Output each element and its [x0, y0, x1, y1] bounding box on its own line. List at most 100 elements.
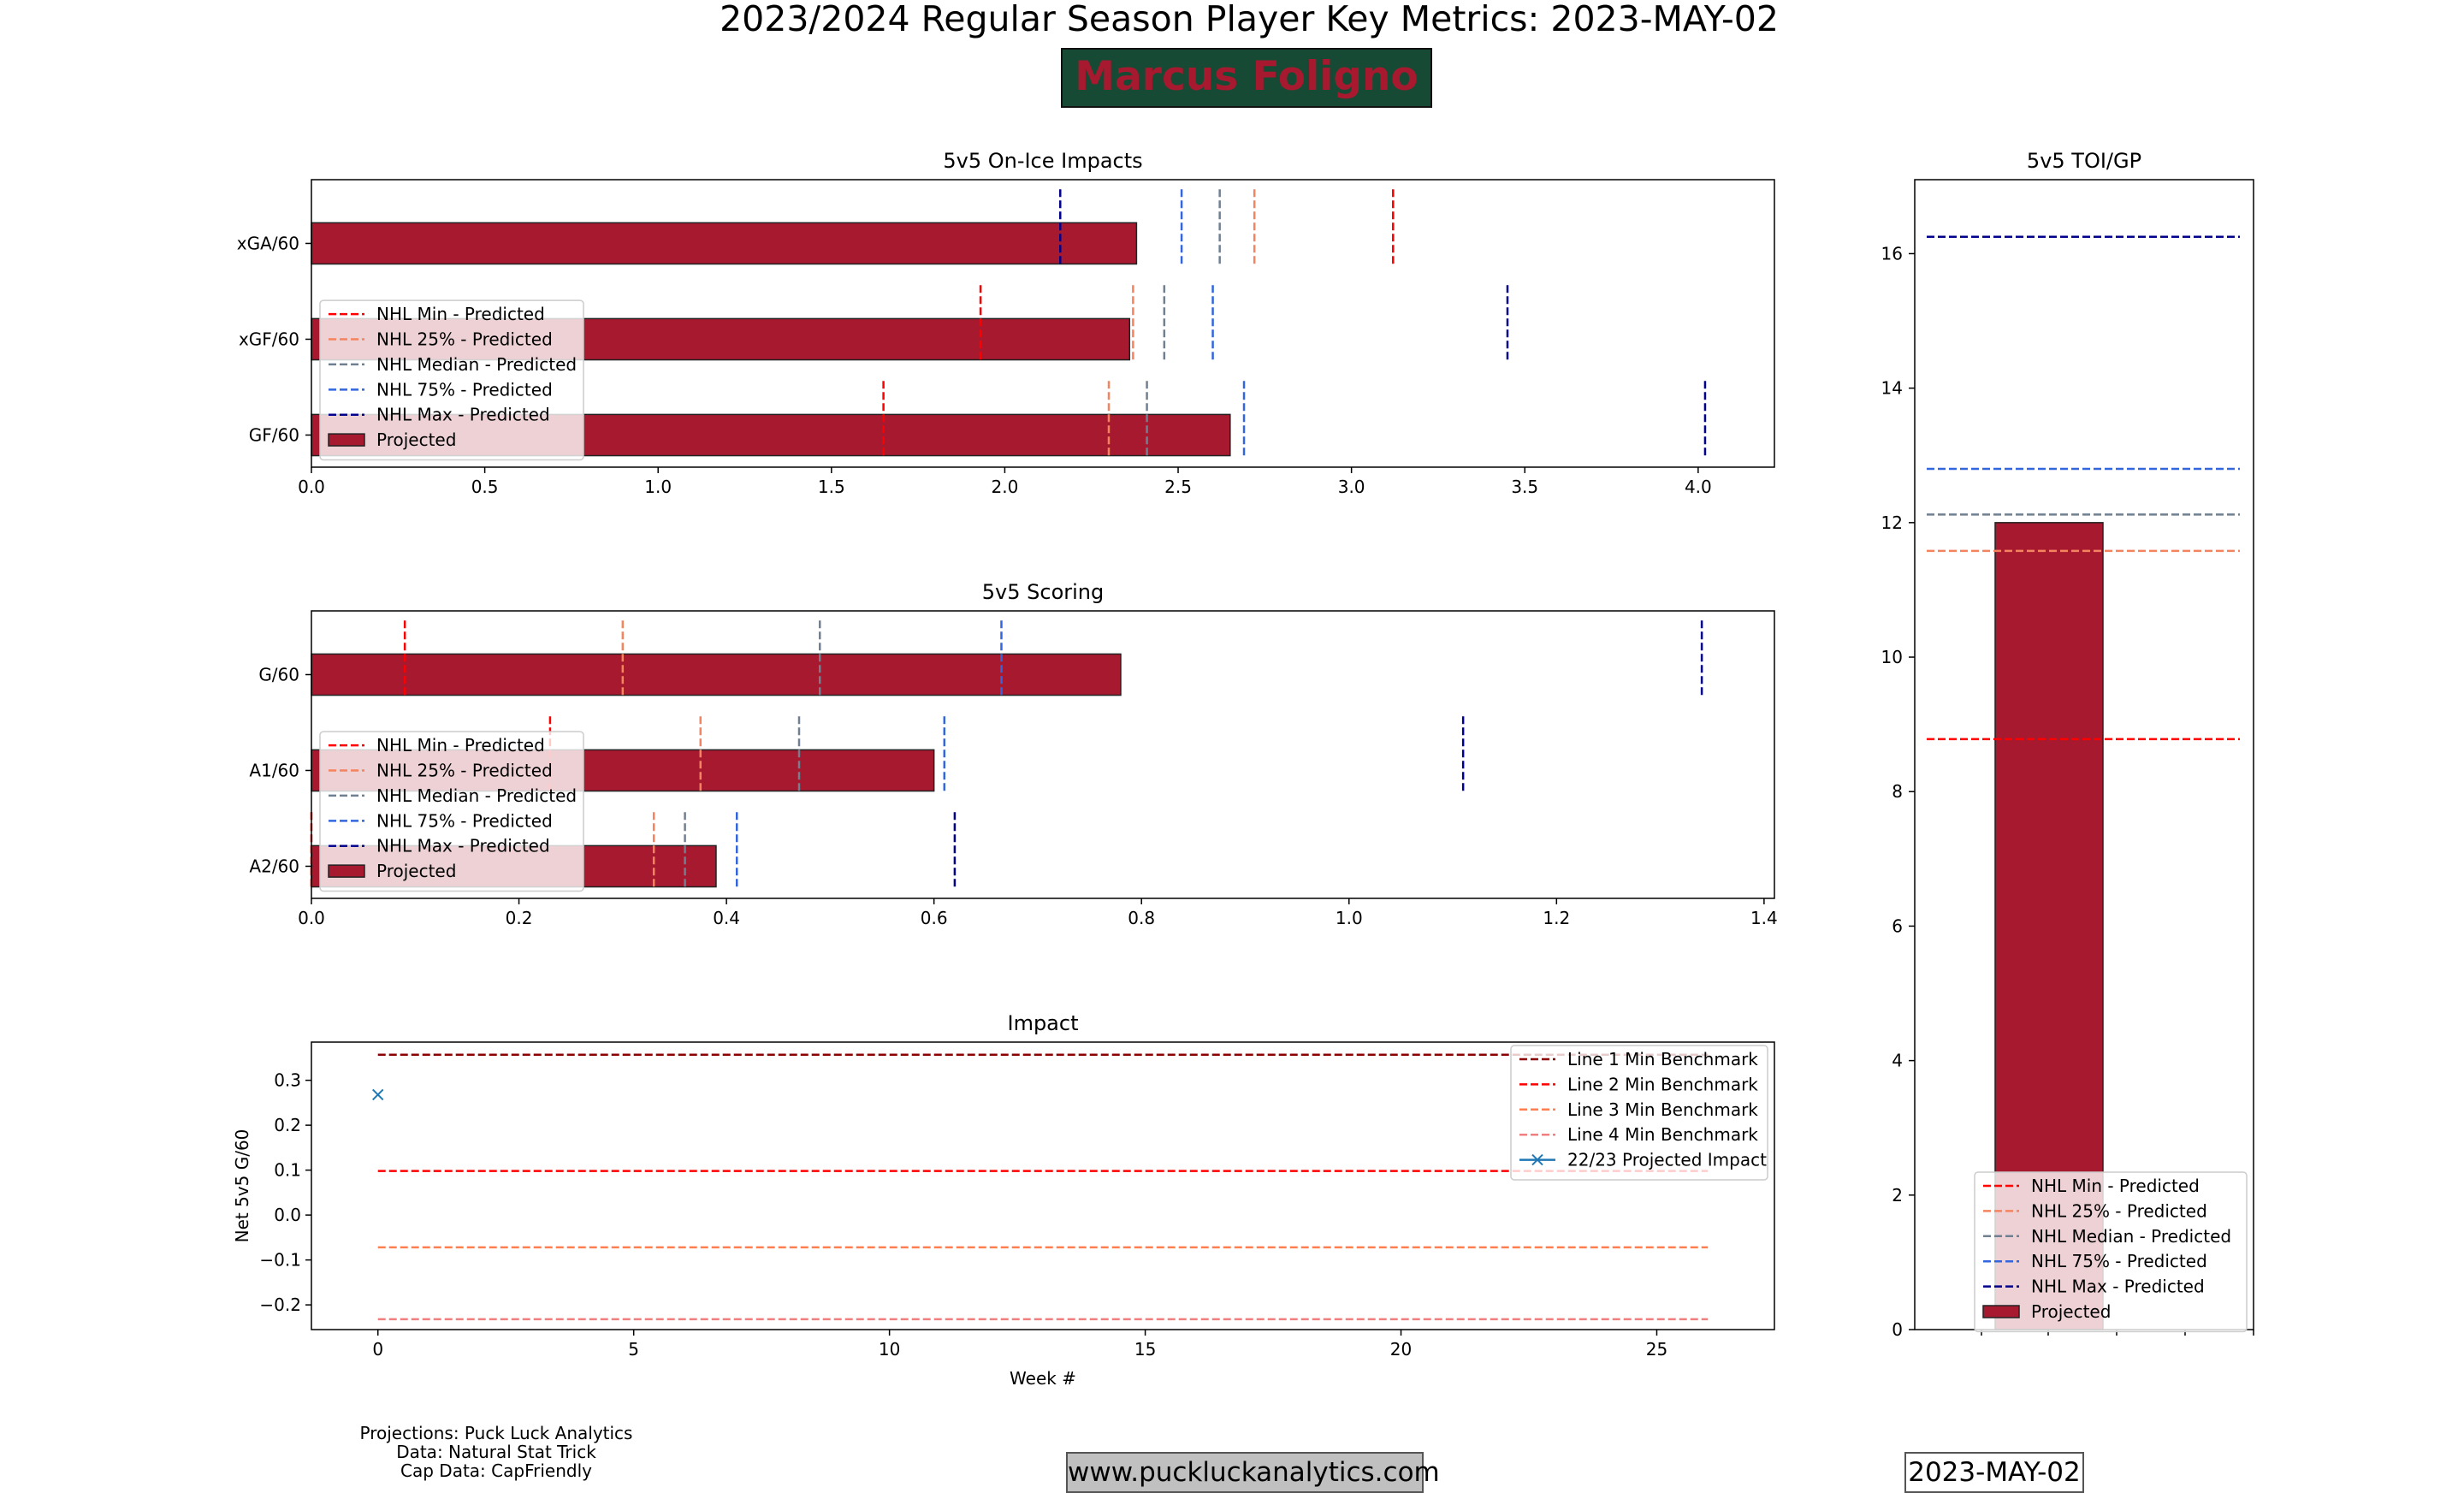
toi-legend-label-1: NHL 25% - Predicted [2031, 1200, 2207, 1221]
toi-ytick-label-8: 16 [1881, 243, 1903, 264]
impact-ytick-label-3: 0.1 [274, 1160, 301, 1181]
toi-ytick-label-0: 0 [1892, 1319, 1903, 1340]
scoring-legend-label-5: Projected [376, 861, 456, 881]
impact-ylabel: Net 5v5 G/60 [232, 1129, 252, 1243]
impact-legend-label-4: 22/23 Projected Impact [1567, 1150, 1767, 1170]
impact-xtick-label-5: 25 [1646, 1339, 1667, 1360]
impact-xtick-label-2: 10 [879, 1339, 900, 1360]
scoring-xtick-label-3: 0.6 [921, 908, 948, 928]
credit-projections: Projections: Puck Luck Analytics [359, 1423, 633, 1443]
impacts-xtick-label-5: 2.5 [1164, 477, 1192, 497]
scoring-bar-0 [311, 653, 1122, 696]
impact-ytick-label-5: 0.3 [274, 1070, 301, 1091]
toi-legend-label-3: NHL 75% - Predicted [2031, 1251, 2207, 1271]
impacts-legend-label-0: NHL Min - Predicted [376, 304, 545, 324]
toi-ytick-label-3: 6 [1892, 915, 1903, 936]
impact-xtick-label-0: 0 [372, 1339, 383, 1360]
impacts-xtick-label-2: 1.0 [644, 477, 672, 497]
scoring-legend-label-1: NHL 25% - Predicted [376, 761, 553, 781]
impact-xtick-label-1: 5 [628, 1339, 639, 1360]
impact-ytick-label-0: −0.2 [259, 1295, 301, 1315]
impact-xtick-label-4: 20 [1390, 1339, 1412, 1360]
toi-ytick-label-2: 4 [1892, 1051, 1903, 1071]
impacts-xtick-label-8: 4.0 [1685, 477, 1712, 497]
scoring-legend-label-4: NHL Max - Predicted [376, 836, 550, 856]
scoring-chart: 5v5 Scoring G/60 A1/60 A2/60 0.0 0.2 0.4 0.6 0.8… [249, 580, 1777, 928]
impact-legend-label-2: Line 3 Min Benchmark [1567, 1099, 1758, 1120]
toi-ytick-label-5: 10 [1881, 647, 1903, 667]
toi-legend-label-0: NHL Min - Predicted [2031, 1176, 2200, 1196]
player-name: Marcus Foligno [1075, 53, 1419, 100]
scoring-legend-label-0: NHL Min - Predicted [376, 735, 545, 755]
scoring-title: 5v5 Scoring [982, 580, 1104, 604]
impact-ytick-label-4: 0.2 [274, 1115, 301, 1135]
impacts-legend-label-5: Projected [376, 430, 456, 450]
impact-ytick-label-1: −0.1 [259, 1250, 301, 1271]
figure-title: 2023/2024 Regular Season Player Key Metr… [720, 0, 1779, 39]
impacts-legend-swatch-5 [328, 433, 365, 447]
toi-legend-label-5: Projected [2031, 1301, 2111, 1322]
impact-xtick-label-3: 15 [1134, 1339, 1156, 1360]
impacts-legend-label-4: NHL Max - Predicted [376, 405, 550, 425]
impacts-chart: 5v5 On-Ice Impacts xGA/60 xGF/60 GF/60 0.0 0.… [237, 149, 1775, 497]
impacts-title: 5v5 On-Ice Impacts [943, 149, 1142, 173]
scoring-legend-frame [319, 731, 584, 892]
impact-frame [311, 1041, 1775, 1330]
toi-ytick-label-1: 2 [1892, 1185, 1903, 1206]
impact-legend-marker-4 [1531, 1153, 1543, 1166]
toi-legend-label-4: NHL Max - Predicted [2031, 1277, 2205, 1297]
scoring-xtick-label-2: 0.4 [713, 908, 740, 928]
toi-ytick-label-6: 12 [1881, 512, 1903, 533]
toi-legend-swatch-5 [1982, 1305, 2020, 1318]
scoring-xtick-label-1: 0.2 [506, 908, 533, 928]
impacts-xtick-label-4: 2.0 [992, 477, 1019, 497]
player-name-box: Marcus Foligno [1061, 48, 1432, 108]
impact-legend-label-3: Line 4 Min Benchmark [1567, 1124, 1758, 1145]
scoring-xtick-label-6: 1.2 [1543, 908, 1570, 928]
impact-legend-label-0: Line 1 Min Benchmark [1567, 1049, 1758, 1069]
scoring-legend-swatch-5 [328, 864, 365, 878]
date-stamp: 2023-MAY-02 [1904, 1452, 2084, 1493]
scoring-ylabel-2: A2/60 [249, 856, 299, 876]
toi-title: 5v5 TOI/GP [2027, 149, 2141, 173]
impact-xlabel: Week # [1010, 1368, 1076, 1389]
toi-ytick-label-4: 8 [1892, 781, 1903, 802]
scoring-xtick-label-0: 0.0 [298, 908, 325, 928]
scoring-legend-label-2: NHL Median - Predicted [376, 785, 577, 806]
impacts-xtick-label-1: 0.5 [471, 477, 499, 497]
toi-chart: 5v5 TOI/GP 0 2 4 6 8 10 12 14 16 NHL Min - Predict… [1881, 149, 2254, 1340]
toi-legend-frame [1974, 1171, 2248, 1333]
impacts-legend-label-1: NHL 25% - Predicted [376, 329, 553, 350]
impacts-ylabel-1: xGF/60 [239, 329, 299, 349]
toi-ytick-label-7: 14 [1881, 378, 1903, 399]
impacts-legend-label-3: NHL 75% - Predicted [376, 379, 553, 400]
scoring-legend-label-3: NHL 75% - Predicted [376, 810, 553, 831]
impacts-xtick-label-3: 1.5 [818, 477, 845, 497]
impacts-bar-0 [311, 222, 1138, 265]
scoring-xtick-label-4: 0.8 [1128, 908, 1155, 928]
impact-projected-point [372, 1088, 384, 1101]
impacts-legend-frame [319, 299, 584, 461]
credit-data: Data: Natural Stat Trick [396, 1442, 596, 1462]
scoring-ylabel-0: G/60 [258, 664, 299, 684]
impacts-xtick-label-0: 0.0 [298, 477, 325, 497]
impacts-frame [311, 179, 1775, 468]
impacts-xtick-label-7: 3.5 [1511, 477, 1538, 497]
scoring-ylabel-1: A1/60 [249, 760, 299, 780]
impacts-xtick-label-6: 3.0 [1338, 477, 1365, 497]
impact-legend-label-1: Line 2 Min Benchmark [1567, 1074, 1758, 1094]
scoring-xtick-label-5: 1.0 [1336, 908, 1363, 928]
scoring-frame [311, 610, 1775, 899]
credits: Projections: Puck Luck Analytics Data: N… [325, 1424, 667, 1480]
impact-legend-frame [1510, 1045, 1768, 1181]
scoring-xtick-label-7: 1.4 [1750, 908, 1778, 928]
toi-legend-label-2: NHL Median - Predicted [2031, 1226, 2231, 1247]
impacts-legend-label-2: NHL Median - Predicted [376, 354, 577, 375]
impact-chart: Impact 0 5 10 15 20 25 −0.2 −0.1 0.0 0.1 0.2 0.3 Week… [232, 1011, 1775, 1389]
impact-title: Impact [1007, 1011, 1078, 1035]
website-url[interactable]: www.puckluckanalytics.com [1066, 1452, 1440, 1493]
impacts-ylabel-2: GF/60 [249, 424, 299, 445]
impacts-ylabel-0: xGA/60 [237, 233, 299, 253]
impact-ytick-label-2: 0.0 [274, 1205, 301, 1225]
